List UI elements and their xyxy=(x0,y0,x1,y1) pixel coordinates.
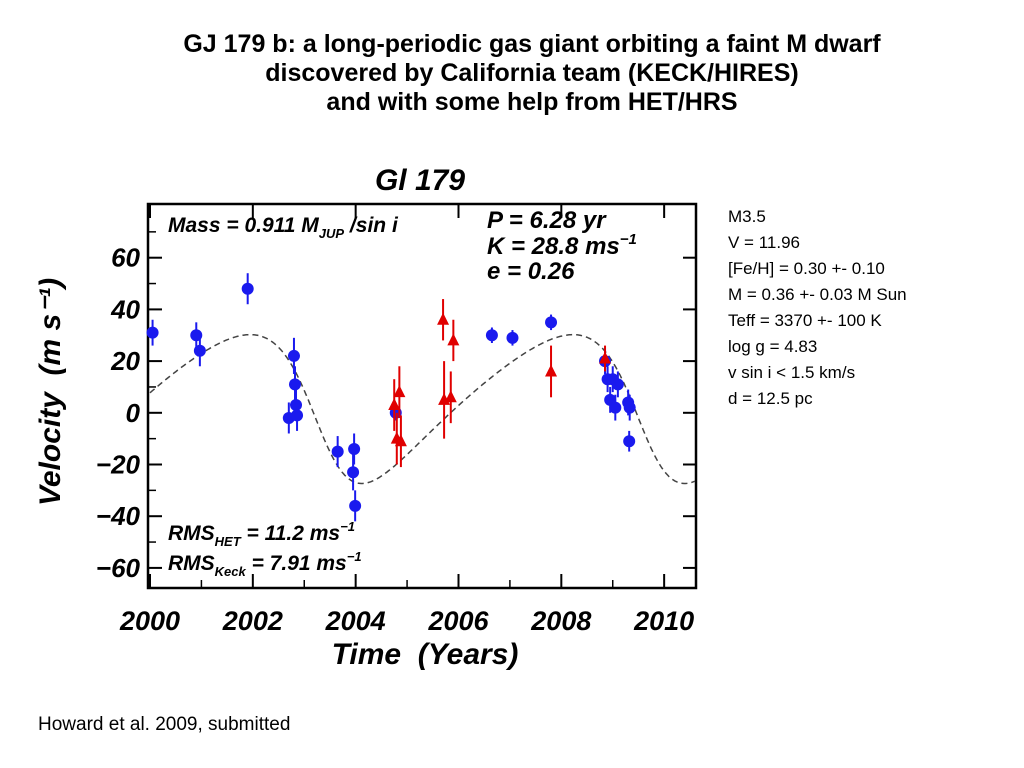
mass-annotation: Mass = 0.911 MJUP /sin i xyxy=(168,214,399,241)
keck-point xyxy=(291,409,304,422)
keck-point xyxy=(241,282,254,295)
het-point xyxy=(388,398,401,411)
keck-point xyxy=(331,445,344,458)
period-annotation: P = 6.28 yr xyxy=(487,207,607,234)
mass-subscript: JUP xyxy=(319,226,345,241)
eccentricity-annotation: e = 0.26 xyxy=(487,258,575,285)
het-point xyxy=(437,312,450,325)
y-tick-label: 40 xyxy=(110,294,140,324)
keck-point xyxy=(623,401,636,414)
mass-text: Mass = 0.911 M xyxy=(168,214,319,237)
rms-keck-sup: −1 xyxy=(347,549,362,564)
het-point xyxy=(393,385,406,398)
prop-mass: M = 0.36 +- 0.03 M Sun xyxy=(728,285,907,304)
slide-title: GJ 179 b: a long-periodic gas giant orbi… xyxy=(20,30,1024,116)
x-tick-label: 2006 xyxy=(427,606,489,636)
y-tick-label: 20 xyxy=(110,346,140,376)
het-point xyxy=(394,434,407,447)
mass-tail: /sin i xyxy=(344,214,399,237)
x-tick-label: 2010 xyxy=(633,606,694,636)
rms-het-sub: HET xyxy=(215,534,242,549)
amplitude-text: K = 28.8 ms xyxy=(487,233,620,260)
amplitude-annotation: K = 28.8 ms−1 xyxy=(487,231,637,260)
keck-point xyxy=(288,378,301,391)
keck-point xyxy=(545,316,558,329)
rms-het-label: RMS xyxy=(168,522,215,545)
title-line-1: GJ 179 b: a long-periodic gas giant orbi… xyxy=(183,30,881,58)
keck-point xyxy=(506,331,519,344)
keck-point xyxy=(623,435,636,448)
x-tick-label: 2004 xyxy=(325,606,386,636)
rms-keck-value: = 7.91 ms xyxy=(246,552,347,575)
rms-het-annotation: RMSHET = 11.2 ms−1 xyxy=(168,519,355,549)
x-tick-label: 2008 xyxy=(530,606,591,636)
het-point xyxy=(599,351,612,364)
x-axis-label: Time (Years) xyxy=(332,638,519,671)
x-tick-label: 2000 xyxy=(119,606,180,636)
star-properties: M3.5 V = 11.96 [Fe/H] = 0.30 +- 0.10 M =… xyxy=(728,204,907,412)
rms-keck-label: RMS xyxy=(168,552,215,575)
keck-point xyxy=(609,401,622,414)
keck-point xyxy=(485,329,498,342)
prop-vsini: v sin i < 1.5 km/s xyxy=(728,363,856,382)
keck-point xyxy=(348,442,361,455)
rms-het-value: = 11.2 ms xyxy=(241,522,340,545)
prop-metallicity: [Fe/H] = 0.30 +- 0.10 xyxy=(728,259,885,278)
amplitude-sup: −1 xyxy=(620,231,637,248)
prop-teff: Teff = 3370 +- 100 K xyxy=(728,311,882,330)
prop-v-mag: V = 11.96 xyxy=(728,233,800,252)
x-tick-label: 2002 xyxy=(222,606,283,636)
title-line-2: discovered by California team (KECK/HIRE… xyxy=(265,58,799,87)
het-point xyxy=(447,333,460,346)
y-tick-label: −20 xyxy=(96,450,141,480)
citation: Howard et al. 2009, submitted xyxy=(38,714,291,735)
y-tick-label: −40 xyxy=(96,501,141,531)
rms-keck-annotation: RMSKeck = 7.91 ms−1 xyxy=(168,549,362,579)
chart-title: Gl 179 xyxy=(375,164,465,197)
plot-frame xyxy=(146,202,698,590)
keck-point xyxy=(611,378,624,391)
data-points xyxy=(146,273,636,522)
keck-point xyxy=(193,344,206,357)
keck-point xyxy=(349,499,362,512)
title-line-3: and with some help from HET/HRS xyxy=(326,87,738,116)
rms-keck-sub: Keck xyxy=(215,564,247,579)
keck-point xyxy=(347,466,360,479)
keck-point xyxy=(287,349,300,362)
rms-het-sup: −1 xyxy=(340,519,355,534)
prop-logg: log g = 4.83 xyxy=(728,337,818,356)
het-point xyxy=(444,390,457,403)
y-tick-label: −60 xyxy=(96,553,141,583)
axis-ticks: 2000 2002 2004 2006 2008 2010 −60 −40 −20 0 20 40 60 xyxy=(96,204,697,636)
keck-point xyxy=(290,399,303,412)
y-axis-label: Velocity (m s⁻¹) xyxy=(34,278,67,506)
het-point xyxy=(545,364,558,377)
keck-point xyxy=(146,326,159,339)
y-tick-label: 60 xyxy=(111,243,140,273)
y-tick-label: 0 xyxy=(126,398,141,428)
prop-spectral-type: M3.5 xyxy=(728,207,766,226)
prop-distance: d = 12.5 pc xyxy=(728,389,813,408)
